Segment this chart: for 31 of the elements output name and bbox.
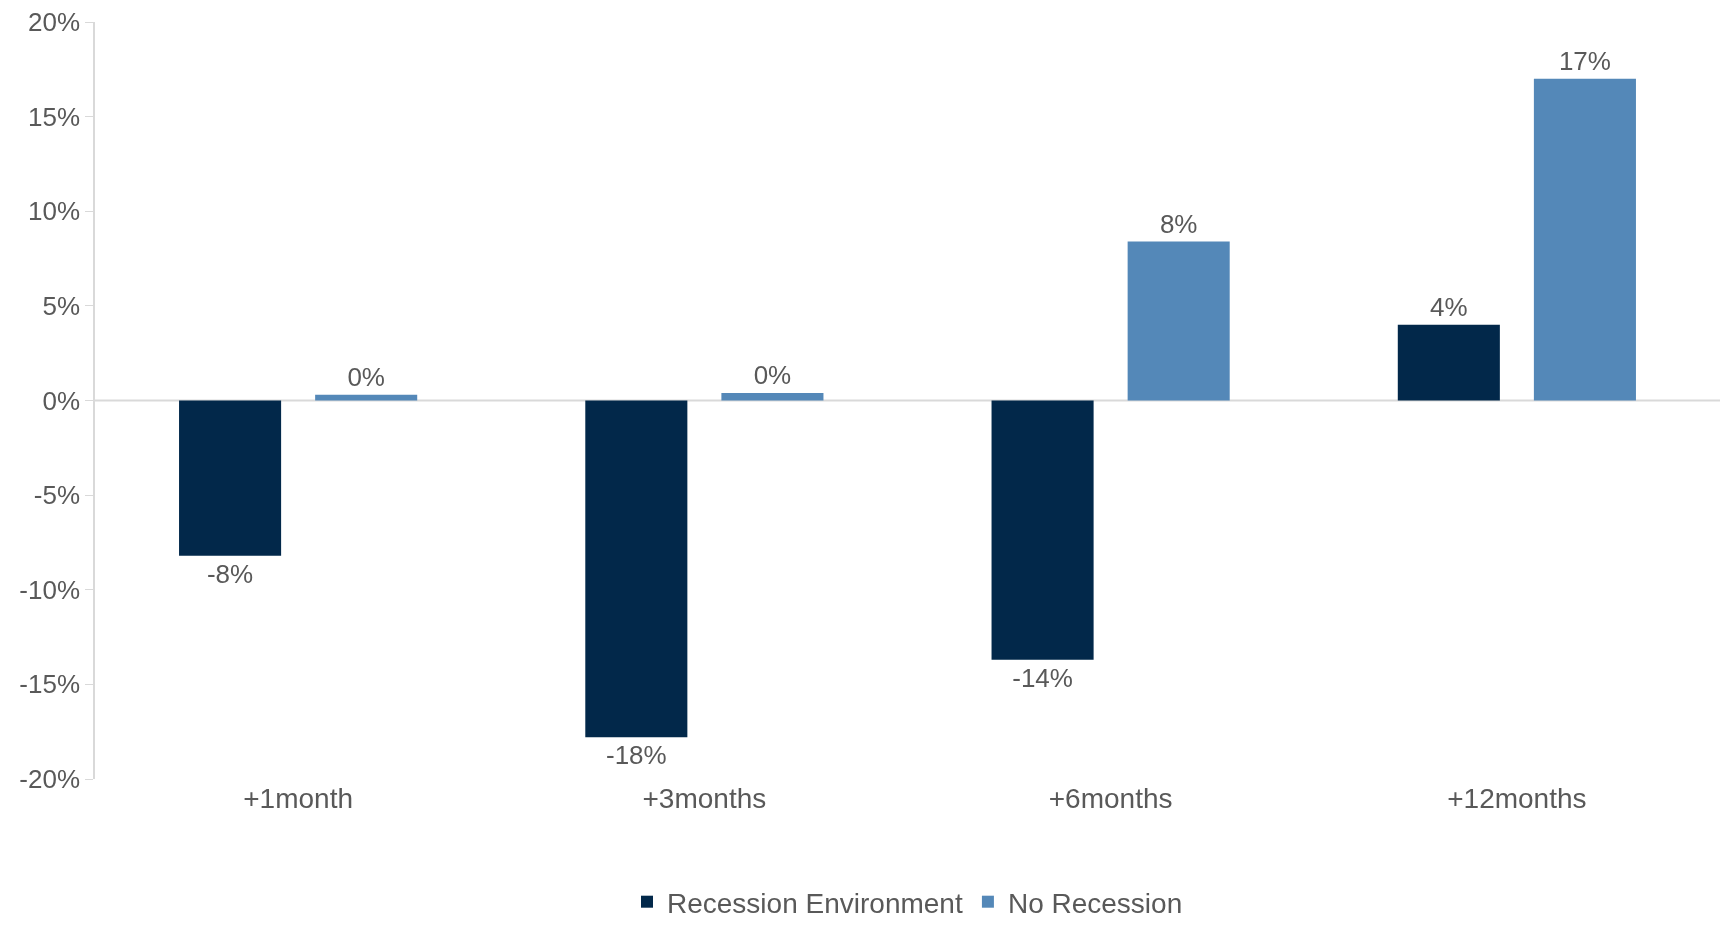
data-label: 4% — [1430, 291, 1468, 322]
data-label: 17% — [1558, 45, 1611, 76]
x-tick-label: +12months — [1447, 783, 1587, 814]
y-tick-label: -20% — [19, 764, 81, 795]
bar — [1127, 241, 1230, 401]
x-tick-label: +3months — [642, 783, 767, 814]
data-label: 0% — [753, 359, 792, 390]
y-tick-label: 5% — [42, 290, 81, 321]
legend-label: No Recession — [1007, 887, 1183, 919]
y-tick-label: 20% — [28, 7, 81, 38]
legend-label: Recession Environment — [667, 887, 963, 919]
x-tick-label: +1month — [243, 783, 354, 814]
data-label: -14% — [1012, 662, 1073, 693]
bar — [585, 400, 688, 738]
bar — [721, 392, 824, 401]
y-tick-label: -10% — [19, 574, 81, 605]
y-tick-label: 0% — [42, 385, 81, 416]
y-tick-label: -15% — [19, 669, 81, 700]
bar — [1397, 324, 1500, 401]
y-tick-label: 15% — [28, 101, 81, 132]
data-label: -18% — [605, 740, 667, 771]
y-tick-label: 10% — [28, 196, 81, 227]
bar — [179, 400, 282, 556]
x-tick-label: +6months — [1048, 783, 1173, 814]
y-tick-label: -5% — [33, 480, 81, 511]
bar — [1533, 78, 1636, 401]
data-label: 8% — [1159, 208, 1198, 239]
bar — [991, 400, 1094, 660]
data-label: -8% — [206, 558, 254, 589]
bar — [315, 394, 418, 401]
data-label: 0% — [347, 361, 385, 392]
